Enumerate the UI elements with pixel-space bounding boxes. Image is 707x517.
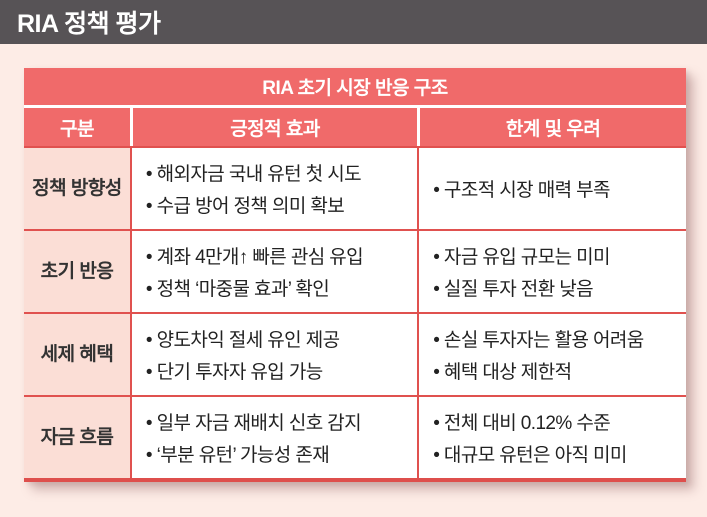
bullet-line: • 계좌 4만개↑ 빠른 관심 유입 bbox=[145, 247, 364, 268]
ria-evaluation-table: RIA 초기 시장 반응 구조 구분 긍정적 효과 한계 및 우려 정책 방향성… bbox=[24, 68, 686, 482]
bullet-line: • 양도차익 절세 유인 제공 bbox=[145, 330, 340, 351]
page-title: RIA 정책 평가 bbox=[17, 10, 161, 38]
column-header-positive: 긍정적 효과 bbox=[129, 108, 417, 146]
bullet-line: • ‘부분 유턴’ 가능성 존재 bbox=[145, 445, 330, 466]
row-positive-cell: • 해외자금 국내 유턴 첫 시도 • 수급 방어 정책 의미 확보 bbox=[129, 148, 418, 229]
table-title: RIA 초기 시장 반응 구조 bbox=[24, 68, 686, 108]
bullet-line: • 전체 대비 0.12% 수준 bbox=[433, 413, 611, 434]
bullet-line: • 일부 자금 재배치 신호 감지 bbox=[145, 413, 362, 434]
bullet-line: • 수급 방어 정책 의미 확보 bbox=[145, 196, 345, 217]
table-row: 자금 흐름 • 일부 자금 재배치 신호 감지 • ‘부분 유턴’ 가능성 존재… bbox=[24, 395, 686, 478]
row-positive-cell: • 일부 자금 재배치 신호 감지 • ‘부분 유턴’ 가능성 존재 bbox=[129, 397, 418, 478]
bullet-line: • 손실 투자자는 활용 어려움 bbox=[433, 330, 644, 351]
bullet-line: • 해외자금 국내 유턴 첫 시도 bbox=[145, 164, 362, 185]
table-row: 정책 방향성 • 해외자금 국내 유턴 첫 시도 • 수급 방어 정책 의미 확… bbox=[24, 146, 686, 229]
bullet-line: • 실질 투자 전환 낮음 bbox=[433, 279, 594, 300]
row-category: 초기 반응 bbox=[24, 231, 130, 312]
bullet-line: • 혜택 대상 제한적 bbox=[433, 362, 572, 383]
table-row: 초기 반응 • 계좌 4만개↑ 빠른 관심 유입 • 정책 ‘마중물 효과’ 확… bbox=[24, 229, 686, 312]
column-header-category: 구분 bbox=[59, 118, 94, 140]
bullet-line: • 단기 투자자 유입 가능 bbox=[145, 362, 323, 383]
row-category: 정책 방향성 bbox=[24, 148, 130, 229]
row-concerns-cell: • 자금 유입 규모는 미미 • 실질 투자 전환 낮음 bbox=[417, 231, 686, 312]
table-column-headers: 구분 긍정적 효과 한계 및 우려 bbox=[24, 108, 686, 146]
row-positive-cell: • 계좌 4만개↑ 빠른 관심 유입 • 정책 ‘마중물 효과’ 확인 bbox=[129, 231, 418, 312]
bullet-line: • 정책 ‘마중물 효과’ 확인 bbox=[145, 279, 330, 300]
bullet-line: • 구조적 시장 매력 부족 bbox=[433, 180, 610, 201]
row-category: 세제 혜택 bbox=[24, 314, 130, 395]
bullet-line: • 자금 유입 규모는 미미 bbox=[433, 247, 610, 268]
row-concerns-cell: • 구조적 시장 매력 부족 bbox=[417, 148, 686, 229]
page-title-bar: RIA 정책 평가 bbox=[0, 0, 707, 44]
table-row: 세제 혜택 • 양도차익 절세 유인 제공 • 단기 투자자 유입 가능 • 손… bbox=[24, 312, 686, 395]
column-header-concerns: 한계 및 우려 bbox=[417, 108, 686, 146]
row-positive-cell: • 양도차익 절세 유인 제공 • 단기 투자자 유입 가능 bbox=[129, 314, 418, 395]
row-concerns-cell: • 전체 대비 0.12% 수준 • 대규모 유턴은 아직 미미 bbox=[417, 397, 686, 478]
row-concerns-cell: • 손실 투자자는 활용 어려움 • 혜택 대상 제한적 bbox=[417, 314, 686, 395]
row-category: 자금 흐름 bbox=[24, 397, 130, 478]
bullet-line: • 대규모 유턴은 아직 미미 bbox=[433, 445, 627, 466]
